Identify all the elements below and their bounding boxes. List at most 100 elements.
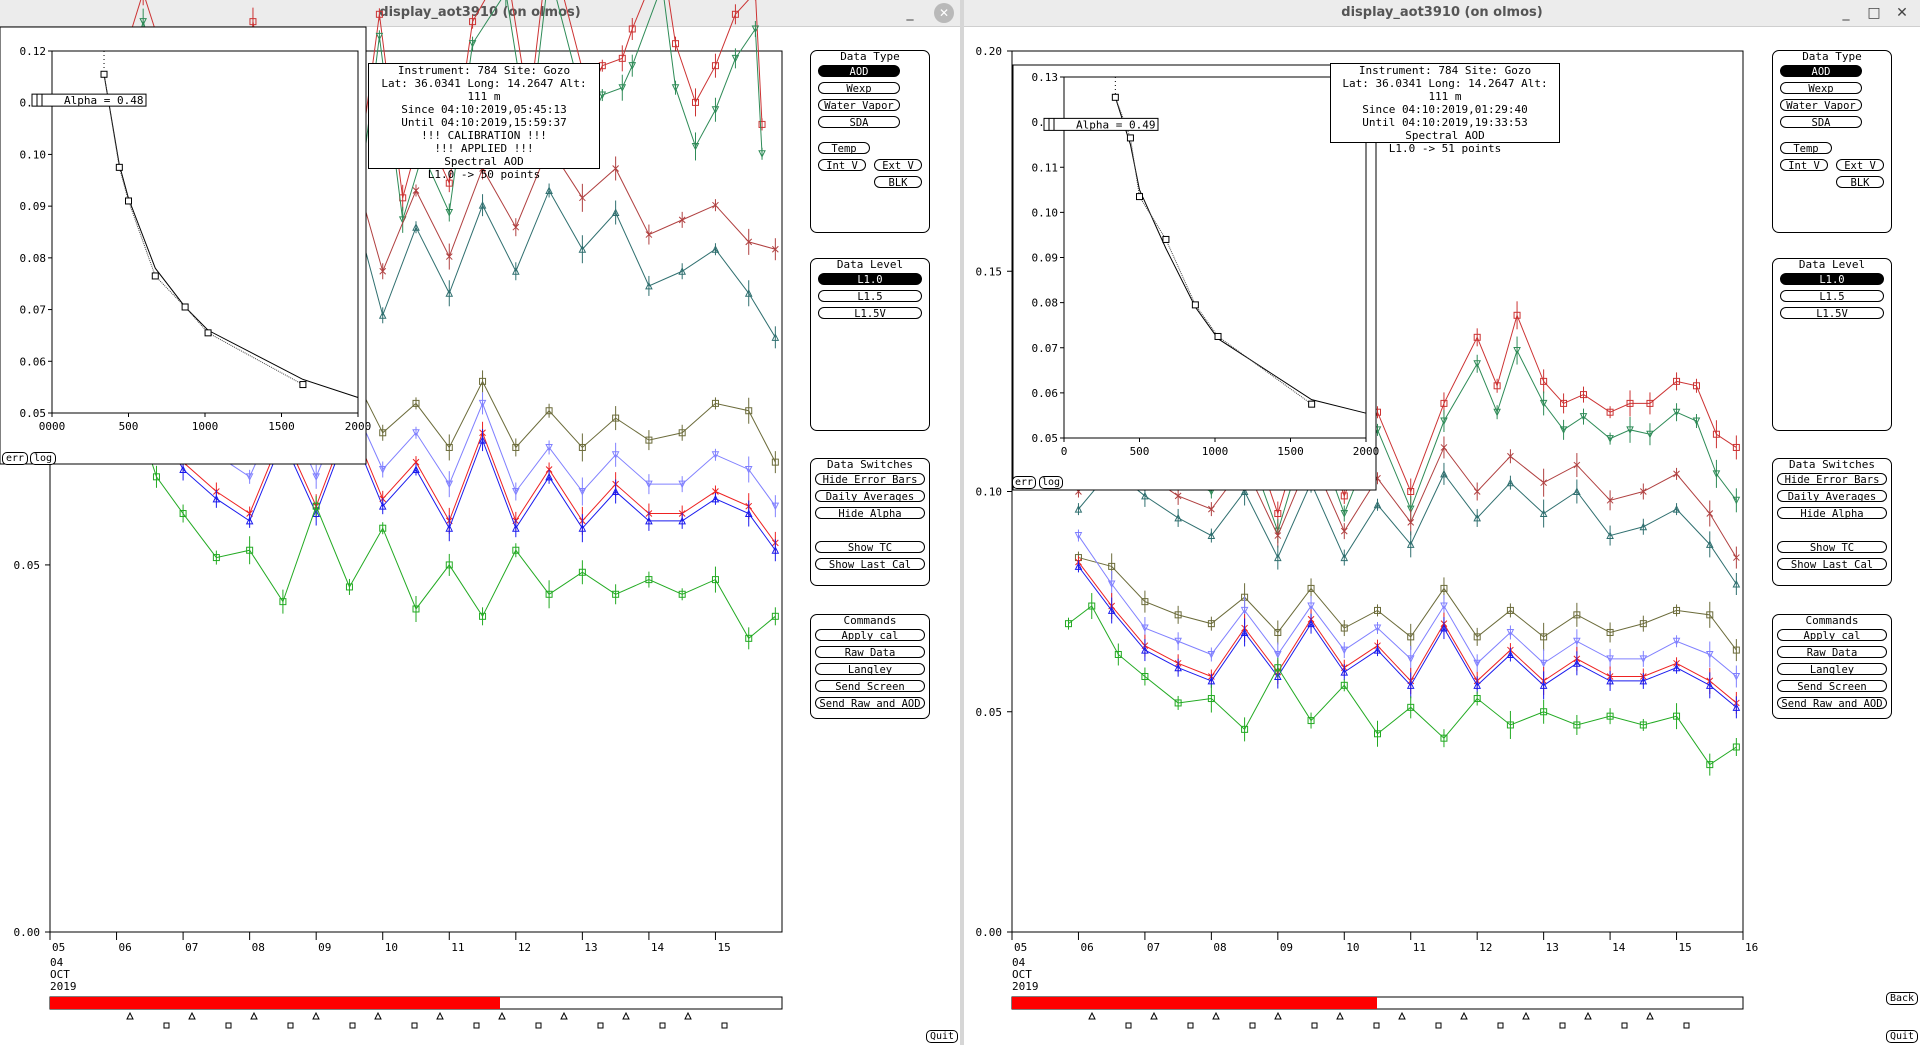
inset-data-point [1111,93,1119,101]
data-point [1207,620,1215,628]
sda-button[interactable]: SDA [818,116,900,129]
data-point [1646,399,1654,407]
show-tc-button[interactable]: Show TC [815,541,925,554]
send-screen-button[interactable]: Send Screen [1777,680,1887,693]
raw-data-button[interactable]: Raw Data [1777,646,1887,659]
timeline-progress [1012,997,1377,1009]
temp-button[interactable]: Temp [1780,142,1832,155]
data-point [545,472,553,481]
data-point [1274,628,1282,636]
langley-button[interactable]: Langley [815,663,925,676]
data-point [678,480,686,489]
err-toggle-button[interactable]: err [2,452,28,465]
quit-button[interactable]: Quit [1886,1030,1918,1043]
inset-y-tick-label: 0.13 [1032,71,1059,84]
series-line [106,395,776,640]
water-vapor-button[interactable]: Water Vapor [1780,99,1862,112]
blk-button[interactable]: BLK [1836,176,1884,189]
data-point [1732,496,1741,505]
data-point [1307,584,1315,592]
timeline-marker [436,1011,444,1020]
log-toggle-button[interactable]: log [1039,476,1063,489]
timeline-marker [1559,1022,1566,1029]
date-label: OCT [1012,968,1032,981]
y-tick-label: 0.10 [976,486,1003,499]
data-point [645,480,653,489]
close-icon[interactable]: ✕ [934,3,954,23]
data-point [1440,623,1448,632]
err-toggle-button[interactable]: err [1012,476,1036,489]
x-tick-label: 10 [1346,941,1359,954]
wexp-button[interactable]: Wexp [1780,82,1862,95]
minimize-icon[interactable]: _ [1842,5,1850,21]
daily-averages-button[interactable]: Daily Averages [815,490,925,503]
quit-button[interactable]: Quit [926,1030,958,1043]
close-icon[interactable]: ✕ [1896,5,1908,21]
langley-button[interactable]: Langley [1777,663,1887,676]
timeline-marker [659,1022,666,1029]
data-point [545,590,553,598]
level-l10-button[interactable]: L1.0 [818,273,922,286]
send-raw-aod-button[interactable]: Send Raw and AOD [1777,697,1887,710]
data-point [1672,408,1681,417]
send-raw-aod-button[interactable]: Send Raw and AOD [815,697,925,710]
daily-averages-button[interactable]: Daily Averages [1777,490,1887,503]
sda-button[interactable]: SDA [1780,116,1862,129]
timeline-marker [1435,1022,1442,1029]
data-point [712,201,719,209]
level-l15-button[interactable]: L1.5 [1780,290,1884,303]
data-point [379,524,387,532]
info-line: L1.0 -> 51 points [1388,142,1502,155]
aod-button[interactable]: AOD [818,65,900,78]
hide-error-bars-button[interactable]: Hide Error Bars [1777,473,1887,486]
send-screen-button[interactable]: Send Screen [815,680,925,693]
blk-button[interactable]: BLK [874,176,922,189]
ext-v-button[interactable]: Ext V [1836,159,1884,172]
maximize-icon[interactable]: □ [1867,5,1881,21]
log-toggle-button[interactable]: log [30,452,56,465]
data-point [1672,663,1681,672]
inset-data-point [1308,400,1316,408]
int-v-button[interactable]: Int V [1780,159,1828,172]
x-tick-label: 06 [1080,941,1093,954]
level-l10-button[interactable]: L1.0 [1780,273,1884,286]
int-v-button[interactable]: Int V [818,159,866,172]
level-l15-button[interactable]: L1.5 [818,290,922,303]
wexp-button[interactable]: Wexp [818,82,900,95]
data-point [412,465,420,473]
show-last-cal-button[interactable]: Show Last Cal [815,558,925,571]
data-point [771,245,779,253]
data-point [1732,579,1741,588]
apply-cal-button[interactable]: Apply cal [1777,629,1887,642]
data-point [744,465,753,474]
back-button[interactable]: Back [1886,992,1918,1005]
raw-data-button[interactable]: Raw Data [815,646,925,659]
inset-data-point [204,329,212,337]
data-point [745,634,753,642]
temp-button[interactable]: Temp [818,142,870,155]
data-point [512,546,520,554]
inset-plot-frame [51,50,359,414]
inset-data-point [1214,332,1222,340]
data-point [1473,681,1481,689]
data-point [1473,659,1481,668]
data-point [279,598,287,606]
date-label: 04 [50,956,64,969]
data-point [375,32,384,41]
hide-alpha-button[interactable]: Hide Alpha [815,507,925,520]
aod-button[interactable]: AOD [1780,65,1862,78]
ext-v-button[interactable]: Ext V [874,159,922,172]
data-point [1672,505,1681,513]
level-l15v-button[interactable]: L1.5V [818,307,922,320]
show-last-cal-button[interactable]: Show Last Cal [1777,558,1887,571]
hide-error-bars-button[interactable]: Hide Error Bars [815,473,925,486]
inset-x-tick-label: 2000 [1353,445,1380,458]
hide-alpha-button[interactable]: Hide Alpha [1777,507,1887,520]
data-point [445,179,453,187]
apply-cal-button[interactable]: Apply cal [815,629,925,642]
water-vapor-button[interactable]: Water Vapor [818,99,900,112]
minimize-icon[interactable]: _ [906,5,914,21]
inset-x-tick-label: 2000 [345,420,372,433]
level-l15v-button[interactable]: L1.5V [1780,307,1884,320]
show-tc-button[interactable]: Show TC [1777,541,1887,554]
